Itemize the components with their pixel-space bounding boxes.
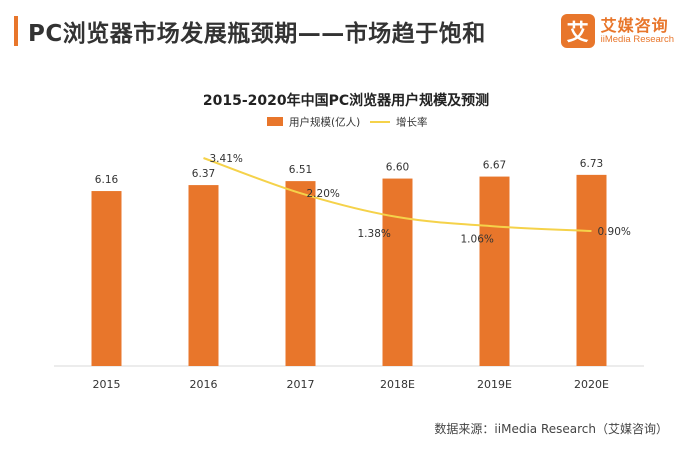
rate-label-2016: 3.41% (210, 153, 243, 165)
brand-name-en: iiMedia Research (600, 33, 674, 45)
x-tick-label-2019E: 2019E (477, 378, 512, 391)
bar-value-label-2019E: 6.67 (483, 160, 506, 172)
bar-2019E (479, 176, 510, 366)
legend-label-line: 增长率 (396, 116, 428, 129)
bar-2016 (188, 185, 219, 366)
x-tick-label-2015: 2015 (93, 378, 121, 391)
chart-title: 2015-2020年中国PC浏览器用户规模及预测 (202, 93, 490, 109)
source-note: 数据来源：iiMedia Research（艾媒咨询） (434, 422, 668, 436)
legend-swatch-bar (267, 117, 283, 126)
rate-label-2020E: 0.90% (598, 226, 631, 238)
bar-value-label-2017: 6.51 (289, 164, 312, 176)
x-tick-label-2020E: 2020E (574, 378, 609, 391)
bar-value-label-2020E: 6.73 (580, 158, 603, 170)
bar-value-label-2016: 6.37 (192, 168, 215, 180)
bar-value-label-2015: 6.16 (95, 174, 119, 186)
rate-label-2017: 2.20% (307, 188, 340, 200)
bar-2018E (382, 178, 413, 366)
brand-text: 艾媒咨询 iiMedia Research (601, 17, 674, 45)
rate-label-2019E: 1.06% (461, 233, 494, 245)
brand-logo-block: 艾 艾媒咨询 iiMedia Research (560, 14, 674, 48)
page-title: PC浏览器市场发展瓶颈期——市场趋于饱和 (28, 21, 486, 47)
x-tick-label-2018E: 2018E (380, 378, 415, 391)
brand-logo-icon: 艾 (560, 14, 595, 48)
growth-rate-line (203, 157, 592, 232)
bar-2020E (576, 174, 607, 366)
x-tick-label-2017: 2017 (287, 378, 315, 391)
bar-value-label-2018E: 6.60 (386, 162, 409, 174)
legend-label-bar: 用户规模(亿人) (289, 116, 360, 129)
title-accent-bar (14, 16, 18, 46)
bar-2017 (285, 181, 316, 366)
bar-2015 (91, 191, 122, 366)
x-tick-label-2016: 2016 (190, 378, 218, 391)
rate-label-2018E: 1.38% (358, 228, 391, 240)
brand-name-cn: 艾媒咨询 (600, 15, 669, 35)
